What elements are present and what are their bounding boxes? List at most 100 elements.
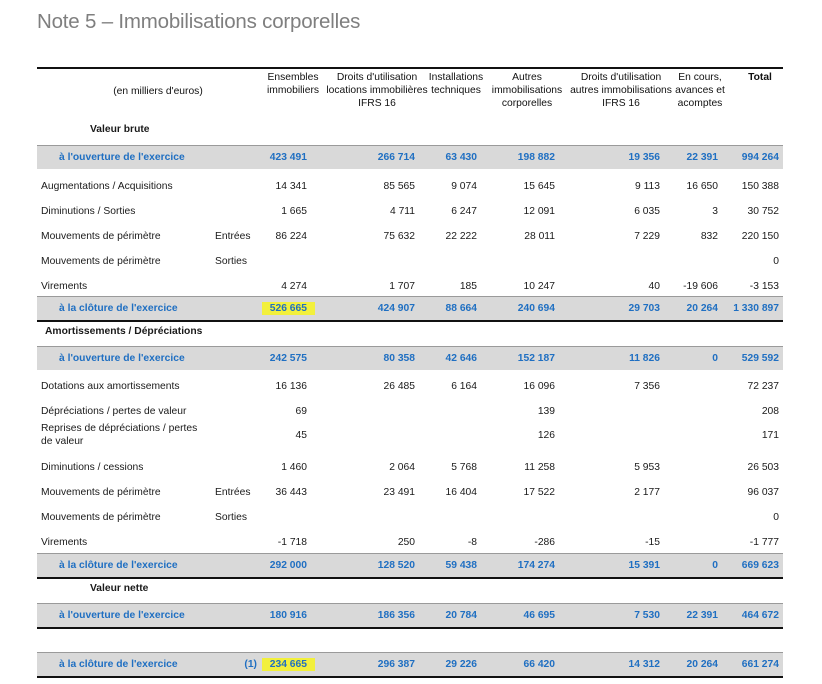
value-cell: 4 274 (281, 280, 307, 292)
value-cell: 26 485 (383, 380, 416, 392)
value-cell: 42 646 (445, 353, 478, 364)
value-cell: 9 074 (451, 180, 477, 192)
value-cell (207, 252, 307, 270)
value-cell: 526 665 (207, 297, 315, 320)
value-cell: 22 391 (686, 152, 719, 163)
value-cell: 20 264 (686, 659, 719, 670)
value-cell: 171 (761, 429, 779, 441)
row-label: à l'ouverture de l'exercice (59, 152, 185, 163)
value-cell: 45 (295, 429, 307, 441)
table-row: Virements -1 718 250 -8 -286 -15 -1 777 (37, 533, 783, 551)
value-cell: 5 768 (451, 461, 477, 473)
value-cell (455, 252, 555, 270)
value-cell: 1 665 (281, 205, 307, 217)
value-cell: 529 592 (741, 353, 779, 364)
value-cell: 7 356 (634, 380, 660, 392)
value-cell: 20 784 (445, 610, 478, 621)
value-cell: 0 (773, 511, 779, 523)
summary-row: à la clôture de l'exercice 292 000 128 520… (37, 553, 783, 579)
value-cell: 16 650 (686, 180, 719, 192)
row-label: Virements (41, 536, 88, 548)
table-row: Mouvements de périmètre Sorties 0 (37, 252, 783, 270)
col-header-droits-autres: Droits d'utilisation autres immobilisati… (570, 72, 672, 109)
value-cell: 11 826 (629, 353, 660, 364)
col-header-total: Total (748, 72, 772, 83)
value-cell: 0 (712, 353, 718, 364)
table-row: Diminutions / Sorties 1 665 4 711 6 247 12 0… (37, 202, 783, 220)
table-row: Mouvements de périmètre Sorties 0 (37, 508, 783, 526)
row-label: à l'ouverture de l'exercice (59, 610, 185, 621)
value-cell: 292 000 (269, 560, 307, 571)
value-cell: 46 695 (523, 610, 556, 621)
value-cell: 75 632 (383, 230, 416, 242)
summary-row: à l'ouverture de l'exercice 180 916 186 35… (37, 603, 783, 629)
row-label: Virements (41, 280, 88, 292)
row-sublabel: Sorties (215, 511, 248, 523)
table-row: Dépréciations / pertes de valeur 69 139 208 (37, 402, 783, 420)
value-cell: 6 035 (634, 205, 660, 217)
summary-row: à l'ouverture de l'exercice 242 575 80 358… (37, 346, 783, 370)
highlighted-value: 526 665 (261, 302, 315, 315)
value-cell: 7 530 (634, 610, 660, 621)
value-cell: 40 (648, 280, 660, 292)
row-label: Diminutions / cessions (41, 461, 144, 473)
value-cell: 5 953 (634, 461, 660, 473)
value-cell: 29 703 (628, 303, 661, 314)
value-cell: 86 224 (275, 230, 308, 242)
col-header-en-cours: En cours, avances et acomptes (675, 72, 725, 109)
value-cell: 208 (761, 405, 779, 417)
summary-row: à l'ouverture de l'exercice 423 491 266 71… (37, 145, 783, 169)
col-header-autres: Autres immobilisations corporelles (491, 72, 563, 109)
value-cell: 29 226 (445, 659, 478, 670)
value-cell: 88 664 (445, 303, 478, 314)
col-header-ensembles: Ensembles immobiliers (266, 72, 320, 96)
value-cell: 661 274 (741, 659, 779, 670)
value-cell: 28 011 (524, 230, 555, 242)
value-cell: 250 (397, 536, 415, 548)
value-cell: 994 264 (741, 152, 779, 163)
value-cell: 96 037 (747, 486, 780, 498)
value-cell: 22 391 (686, 610, 719, 621)
value-cell: 15 645 (523, 180, 556, 192)
value-cell: -1 777 (749, 536, 779, 548)
value-cell: 69 (295, 405, 307, 417)
value-cell: 23 491 (383, 486, 416, 498)
summary-row: à la clôture de l'exercice (1) 234 665 296 … (37, 652, 783, 678)
value-cell: 4 711 (389, 205, 415, 217)
value-cell: 150 388 (741, 180, 779, 192)
value-cell: 20 264 (686, 303, 719, 314)
value-cell: 72 237 (747, 380, 780, 392)
value-cell: 2 064 (389, 461, 415, 473)
value-cell: 36 443 (275, 486, 308, 498)
value-cell: 464 672 (741, 610, 779, 621)
value-cell: 6 164 (451, 380, 477, 392)
value-cell: 15 391 (628, 560, 661, 571)
value-cell: 186 356 (377, 610, 415, 621)
value-cell: -19 606 (683, 280, 718, 292)
table-row: Augmentations / Acquisitions 14 341 85 565… (37, 177, 783, 195)
row-label: Mouvements de périmètre (41, 230, 161, 242)
row-label: Mouvements de périmètre (41, 511, 161, 523)
unit-header: (en milliers d'euros) (113, 86, 203, 97)
row-sublabel: Entrées (215, 486, 251, 498)
value-cell: 14 312 (628, 659, 661, 670)
value-cell: 16 136 (275, 380, 308, 392)
table-top-rule (37, 67, 783, 69)
value-cell: -1 718 (277, 536, 307, 548)
value-cell: 424 907 (377, 303, 415, 314)
value-cell: 85 565 (383, 180, 416, 192)
value-cell: 174 274 (517, 560, 555, 571)
value-cell: 0 (712, 560, 718, 571)
value-cell: 59 438 (445, 560, 478, 571)
value-cell: 832 (700, 230, 718, 242)
value-cell: 220 150 (741, 230, 779, 242)
row-label: à la clôture de l'exercice (59, 659, 178, 670)
value-cell: 16 096 (523, 380, 556, 392)
value-cell: 2 177 (634, 486, 660, 498)
table-row: Dotations aux amortissements 16 136 26 485… (37, 377, 783, 395)
col-header-installations: Installations techniques (428, 72, 484, 96)
highlighted-value: 234 665 (261, 658, 315, 671)
value-cell: 14 341 (275, 180, 308, 192)
value-cell: 240 694 (517, 303, 555, 314)
value-cell: -286 (534, 536, 555, 548)
